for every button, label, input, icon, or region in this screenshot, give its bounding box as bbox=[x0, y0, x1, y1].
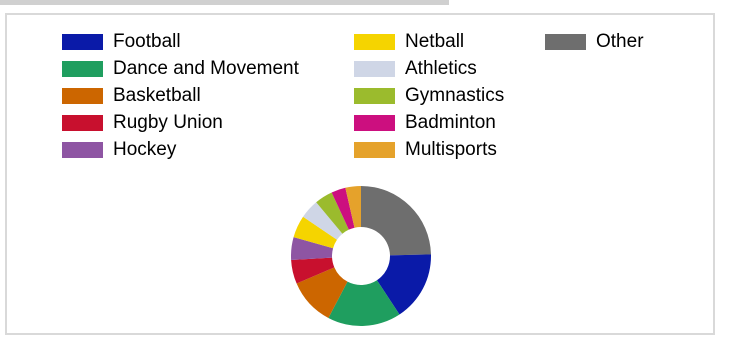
legend-label: Rugby Union bbox=[113, 112, 223, 133]
legend-swatch-other bbox=[545, 34, 586, 50]
legend-label: Dance and Movement bbox=[113, 58, 299, 79]
legend-swatch-badminton bbox=[354, 115, 395, 131]
legend-item-gymnastics: Gymnastics bbox=[354, 86, 504, 106]
donut-slice-rugby-union bbox=[291, 257, 335, 284]
donut-slice-multisports bbox=[345, 186, 361, 228]
legend-item-football: Football bbox=[62, 32, 181, 52]
donut-slice-football bbox=[376, 254, 431, 315]
legend-item-athletics: Athletics bbox=[354, 59, 477, 79]
legend-label: Other bbox=[596, 31, 644, 52]
top-strip bbox=[0, 0, 449, 5]
donut-slice-basketball bbox=[296, 267, 348, 318]
legend-label: Hockey bbox=[113, 139, 177, 160]
legend-item-dance-and-movement: Dance and Movement bbox=[62, 59, 299, 79]
legend-item-badminton: Badminton bbox=[354, 113, 496, 133]
legend-label: Football bbox=[113, 31, 181, 52]
donut-slice-gymnastics bbox=[316, 192, 349, 234]
legend-item-other: Other bbox=[545, 32, 644, 52]
legend-swatch-rugby-union bbox=[62, 115, 103, 131]
donut-slice-badminton bbox=[331, 187, 355, 230]
donut-slice-netball bbox=[293, 216, 337, 249]
legend-item-rugby-union: Rugby Union bbox=[62, 113, 223, 133]
legend-label: Gymnastics bbox=[405, 85, 505, 106]
legend-item-netball: Netball bbox=[354, 32, 464, 52]
legend-swatch-football bbox=[62, 34, 103, 50]
legend-swatch-multisports bbox=[354, 142, 395, 158]
legend-swatch-athletics bbox=[354, 61, 395, 77]
donut-slice-athletics bbox=[303, 202, 343, 240]
legend-item-multisports: Multisports bbox=[354, 140, 497, 160]
legend-swatch-dance-and-movement bbox=[62, 61, 103, 77]
legend-label: Netball bbox=[405, 31, 465, 52]
donut-slice-hockey bbox=[291, 237, 334, 260]
donut-slice-dance-and-movement bbox=[328, 280, 400, 326]
legend-item-hockey: Hockey bbox=[62, 140, 176, 160]
legend-label: Basketball bbox=[113, 85, 201, 106]
legend-label: Badminton bbox=[405, 112, 496, 133]
legend-label: Athletics bbox=[405, 58, 477, 79]
legend-swatch-hockey bbox=[62, 142, 103, 158]
legend-swatch-netball bbox=[354, 34, 395, 50]
legend-item-basketball: Basketball bbox=[62, 86, 201, 106]
legend-swatch-gymnastics bbox=[354, 88, 395, 104]
donut-slice-other bbox=[361, 186, 431, 256]
legend-swatch-basketball bbox=[62, 88, 103, 104]
legend-label: Multisports bbox=[405, 139, 497, 160]
